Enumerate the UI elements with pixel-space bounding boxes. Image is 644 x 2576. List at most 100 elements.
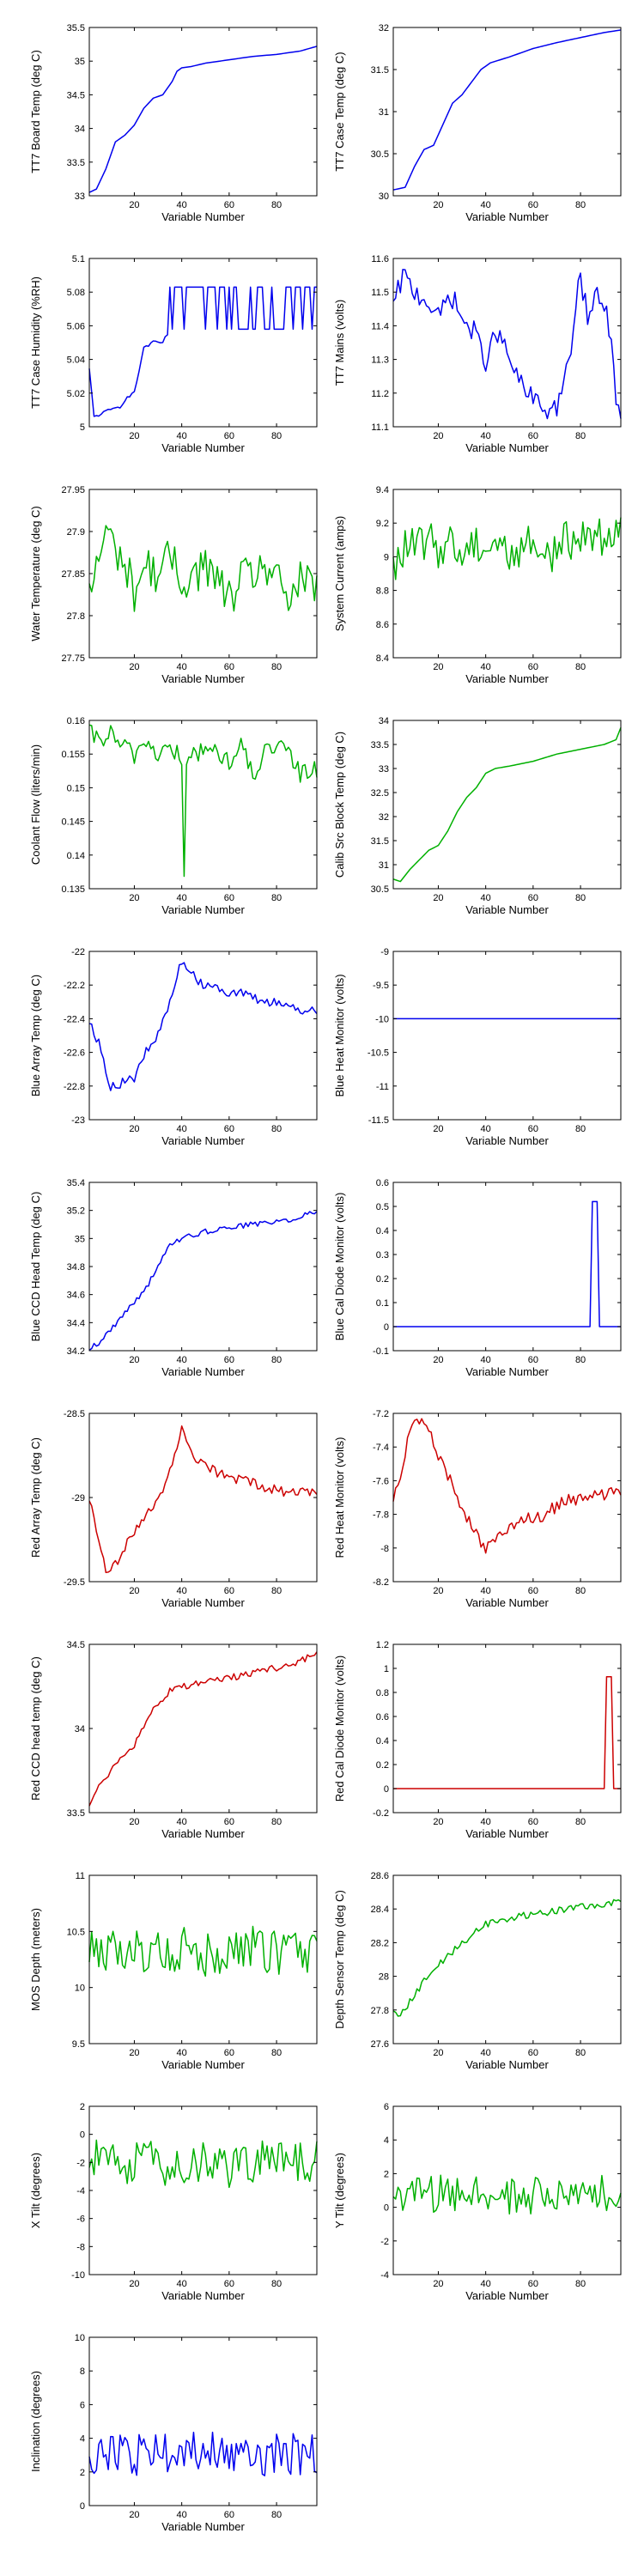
chart-panel-tt7-case-temp: 20 40 60 80 30 30.5 31 31.5 32 Variable Number TT7…: [333, 23, 622, 223]
x-tick-label: 40: [177, 1586, 187, 1596]
x-tick-label: 40: [481, 893, 491, 903]
x-tick-label: 20: [129, 200, 139, 210]
chart-panel-red-ccd-head-temp: 20 40 60 80 33.5 34 34.5 Variable Number Red CCD…: [29, 1640, 318, 1840]
y-axis-label: Calib Src Block Temp (deg C): [333, 732, 346, 878]
x-axis-label: Variable Number: [161, 903, 245, 916]
plot-frame: [88, 2105, 318, 2275]
series-line-tt7-case-temp: [392, 29, 622, 191]
chart-panel-inclination: 20 40 60 80 0 2 4 6 8 10 Variable Number Inclinatio…: [29, 2333, 318, 2533]
x-tick-label: 80: [271, 1124, 282, 1134]
plot-frame: [88, 1874, 318, 2044]
x-tick-label: 60: [224, 2510, 234, 2520]
y-tick-label: 30.5: [371, 149, 389, 160]
x-tick-label: 40: [481, 431, 491, 441]
y-tick-label: 32: [379, 23, 389, 33]
x-tick-label: 80: [271, 1355, 282, 1365]
y-tick-label: -7.2: [373, 1409, 389, 1419]
y-tick-label: 11.5: [371, 288, 389, 298]
y-tick-label: 11.2: [371, 389, 389, 399]
x-tick-label: 80: [271, 2048, 282, 2058]
y-tick-label: 0.1: [376, 1298, 389, 1309]
y-tick-label: 33.5: [371, 740, 389, 750]
y-tick-label: 9.5: [72, 2039, 85, 2050]
x-tick-label: 40: [481, 2048, 491, 2058]
x-tick-label: 80: [271, 200, 282, 210]
plot-frame: [392, 2105, 622, 2275]
y-axis-label: TT7 Case Humidity (%RH): [29, 276, 42, 409]
y-tick-label: 6: [80, 2400, 85, 2410]
chart-panel-calib-src-block-temp: 20 40 60 80 30.5 31 31.5 32 32.5 33 33.5 34 Variable…: [333, 716, 622, 916]
x-tick-label: 20: [129, 1355, 139, 1365]
y-tick-label: 5.1: [72, 254, 85, 264]
plot-frame: [88, 258, 318, 428]
y-tick-label: 31.5: [371, 65, 389, 76]
y-tick-label: 33: [379, 764, 389, 775]
y-tick-label: 1.2: [376, 1640, 389, 1650]
x-tick-label: 20: [433, 1586, 443, 1596]
chart-panel-blue-ccd-head-temp: 20 40 60 80 34.2 34.4 34.6 34.8 35 35.2 35.4 Variab…: [29, 1178, 318, 1378]
series-line-blue-ccd-head-temp: [88, 1211, 318, 1352]
x-axis-label: Variable Number: [465, 2289, 549, 2302]
y-tick-label: -2: [76, 2158, 85, 2168]
x-tick-label: 60: [528, 1586, 538, 1596]
x-tick-label: 40: [177, 1355, 187, 1365]
y-tick-label: 31: [379, 860, 389, 871]
y-tick-label: 33.5: [67, 1808, 85, 1819]
y-axis-label: Coolant Flow (liters/min): [29, 744, 42, 865]
plot-frame: [392, 1643, 622, 1814]
plot-frame: [88, 2336, 318, 2506]
y-tick-label: 34.4: [67, 1318, 85, 1328]
y-tick-label: 11.6: [371, 254, 389, 264]
y-axis-label: TT7 Mains (volts): [333, 300, 346, 386]
y-tick-label: 4: [80, 2434, 85, 2445]
x-axis-label: Variable Number: [161, 2289, 245, 2302]
series-line-red-heat-monitor: [392, 1418, 622, 1554]
chart-panel-blue-heat-monitor: 20 40 60 80 -11.5 -11 -10.5 -10 -9.5 -9 Variable N…: [333, 947, 622, 1147]
series-line-system-current: [392, 517, 622, 580]
y-axis-label: TT7 Case Temp (deg C): [333, 52, 346, 171]
x-tick-label: 60: [224, 1124, 234, 1134]
series-line-tt7-board-temp: [88, 46, 318, 193]
y-axis-label: Blue Array Temp (deg C): [29, 975, 42, 1097]
chart-panel-tt7-mains: 20 40 60 80 11.1 11.2 11.3 11.4 11.5 11.6 Variable…: [333, 254, 622, 454]
plot-frame: [392, 1874, 622, 2044]
y-tick-label: 0.5: [376, 1202, 389, 1212]
y-tick-label: 0.155: [61, 750, 85, 760]
y-tick-label: 34: [75, 125, 85, 135]
y-tick-label: -2: [380, 2237, 389, 2247]
y-axis-label: Water Temperature (deg C): [29, 506, 42, 641]
x-tick-label: 20: [129, 431, 139, 441]
x-tick-label: 20: [433, 893, 443, 903]
y-tick-label: -4: [380, 2270, 389, 2281]
x-axis-label: Variable Number: [465, 1365, 549, 1378]
y-tick-label: 0.4: [376, 1226, 389, 1236]
y-axis-label: Depth Sensor Temp (deg C): [333, 1890, 346, 2029]
plot-frame: [392, 27, 622, 197]
x-tick-label: 80: [271, 1817, 282, 1827]
y-axis-label: Red Cal Diode Monitor (volts): [333, 1656, 346, 1802]
y-tick-label: 0: [80, 2130, 85, 2141]
x-tick-label: 60: [528, 2048, 538, 2058]
plot-frame: [88, 720, 318, 890]
plot-frame: [88, 1182, 318, 1352]
x-axis-label: Variable Number: [465, 1596, 549, 1609]
y-tick-label: -8: [380, 1544, 389, 1554]
x-axis-label: Variable Number: [465, 210, 549, 223]
y-tick-label: 8.4: [376, 653, 389, 664]
y-tick-label: 0: [384, 1322, 389, 1333]
y-tick-label: 9.4: [376, 485, 389, 495]
x-axis-label: Variable Number: [161, 210, 245, 223]
y-tick-label: 35: [75, 1234, 85, 1244]
y-tick-label: 5: [80, 422, 85, 433]
x-axis-label: Variable Number: [161, 2520, 245, 2533]
plot-frame: [88, 1413, 318, 1583]
y-tick-label: 34.8: [67, 1262, 85, 1273]
chart-panel-y-tilt: 20 40 60 80 -4 -2 0 2 4 6 Variable Number Y Tilt (d…: [333, 2102, 622, 2302]
series-line-red-cal-diode-monitor: [393, 1676, 621, 1789]
y-tick-label: 8.6: [376, 620, 389, 630]
x-tick-label: 20: [129, 662, 139, 672]
x-tick-label: 60: [528, 1355, 538, 1365]
x-tick-label: 80: [271, 1586, 282, 1596]
y-tick-label: -22.8: [64, 1082, 85, 1092]
x-tick-label: 80: [575, 2279, 586, 2289]
